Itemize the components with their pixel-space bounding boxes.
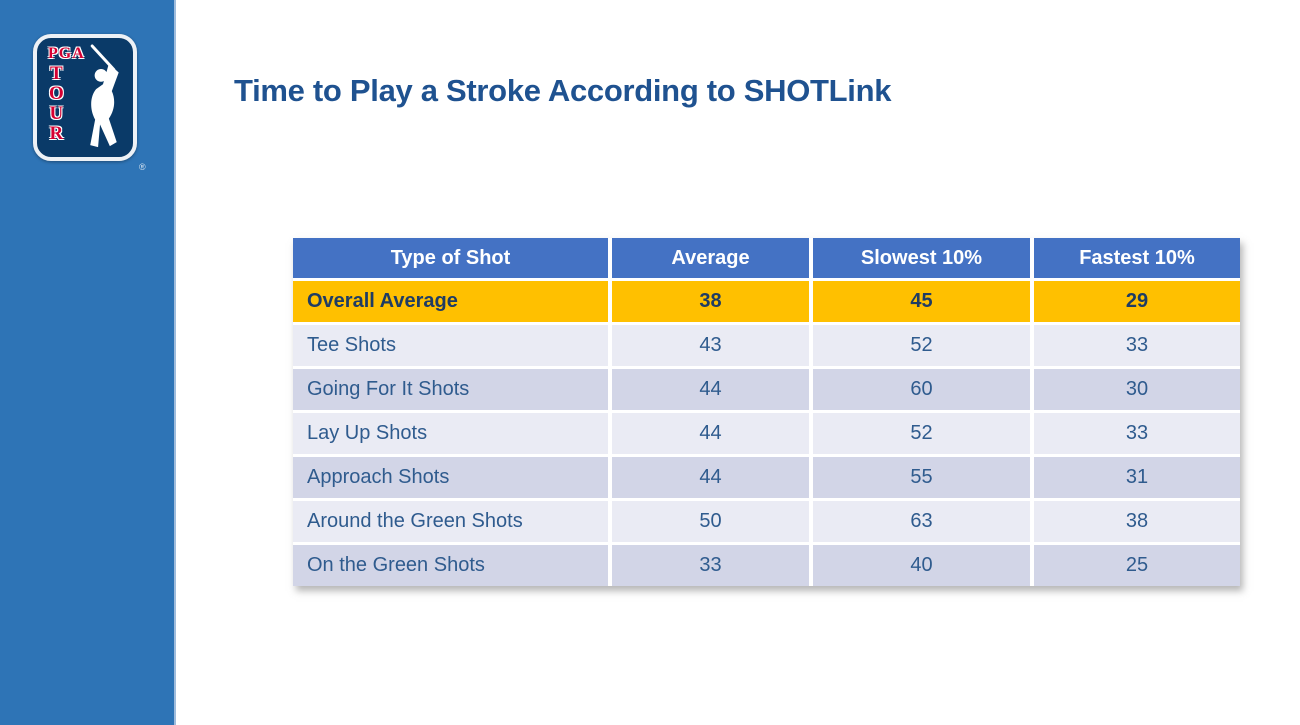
row-label: Overall Average: [293, 281, 608, 322]
shot-time-table: Type of Shot Average Slowest 10% Fastest…: [293, 238, 1240, 586]
header-cell-type-of-shot: Type of Shot: [293, 238, 608, 278]
value-cell: 31: [1034, 457, 1240, 498]
row-label: Lay Up Shots: [293, 413, 608, 454]
row-label: On the Green Shots: [293, 545, 608, 586]
value-cell: 50: [612, 501, 809, 542]
registered-trademark-symbol: ®: [139, 162, 146, 172]
value-cell: 25: [1034, 545, 1240, 586]
value-cell: 44: [612, 413, 809, 454]
header-cell-average: Average: [612, 238, 809, 278]
value-cell: 38: [612, 281, 809, 322]
logo-tour-text: T O U R: [49, 64, 64, 144]
page-title: Time to Play a Stroke According to SHOTL…: [234, 73, 892, 108]
value-cell: 33: [1034, 325, 1240, 366]
value-cell: 44: [612, 369, 809, 410]
value-cell: 38: [1034, 501, 1240, 542]
value-cell: 45: [813, 281, 1030, 322]
value-cell: 33: [612, 545, 809, 586]
value-cell: 60: [813, 369, 1030, 410]
row-label: Tee Shots: [293, 325, 608, 366]
value-cell: 33: [1034, 413, 1240, 454]
logo-tour-letter: U: [49, 103, 64, 124]
row-label: Around the Green Shots: [293, 501, 608, 542]
value-cell: 44: [612, 457, 809, 498]
value-cell: 63: [813, 501, 1030, 542]
logo-tour-letter: O: [49, 83, 64, 104]
logo-tour-letter: T: [50, 63, 63, 84]
pga-tour-logo: PGA T O U R: [33, 34, 137, 161]
value-cell: 55: [813, 457, 1030, 498]
golfer-icon: [90, 44, 119, 148]
value-cell: 52: [813, 413, 1030, 454]
value-cell: 40: [813, 545, 1030, 586]
header-cell-fastest: Fastest 10%: [1034, 238, 1240, 278]
value-cell: 52: [813, 325, 1030, 366]
row-label: Going For It Shots: [293, 369, 608, 410]
value-cell: 29: [1034, 281, 1240, 322]
logo-pga-text: PGA: [48, 45, 85, 62]
logo-tour-letter: R: [49, 123, 64, 144]
row-label: Approach Shots: [293, 457, 608, 498]
header-cell-slowest: Slowest 10%: [813, 238, 1030, 278]
value-cell: 43: [612, 325, 809, 366]
value-cell: 30: [1034, 369, 1240, 410]
